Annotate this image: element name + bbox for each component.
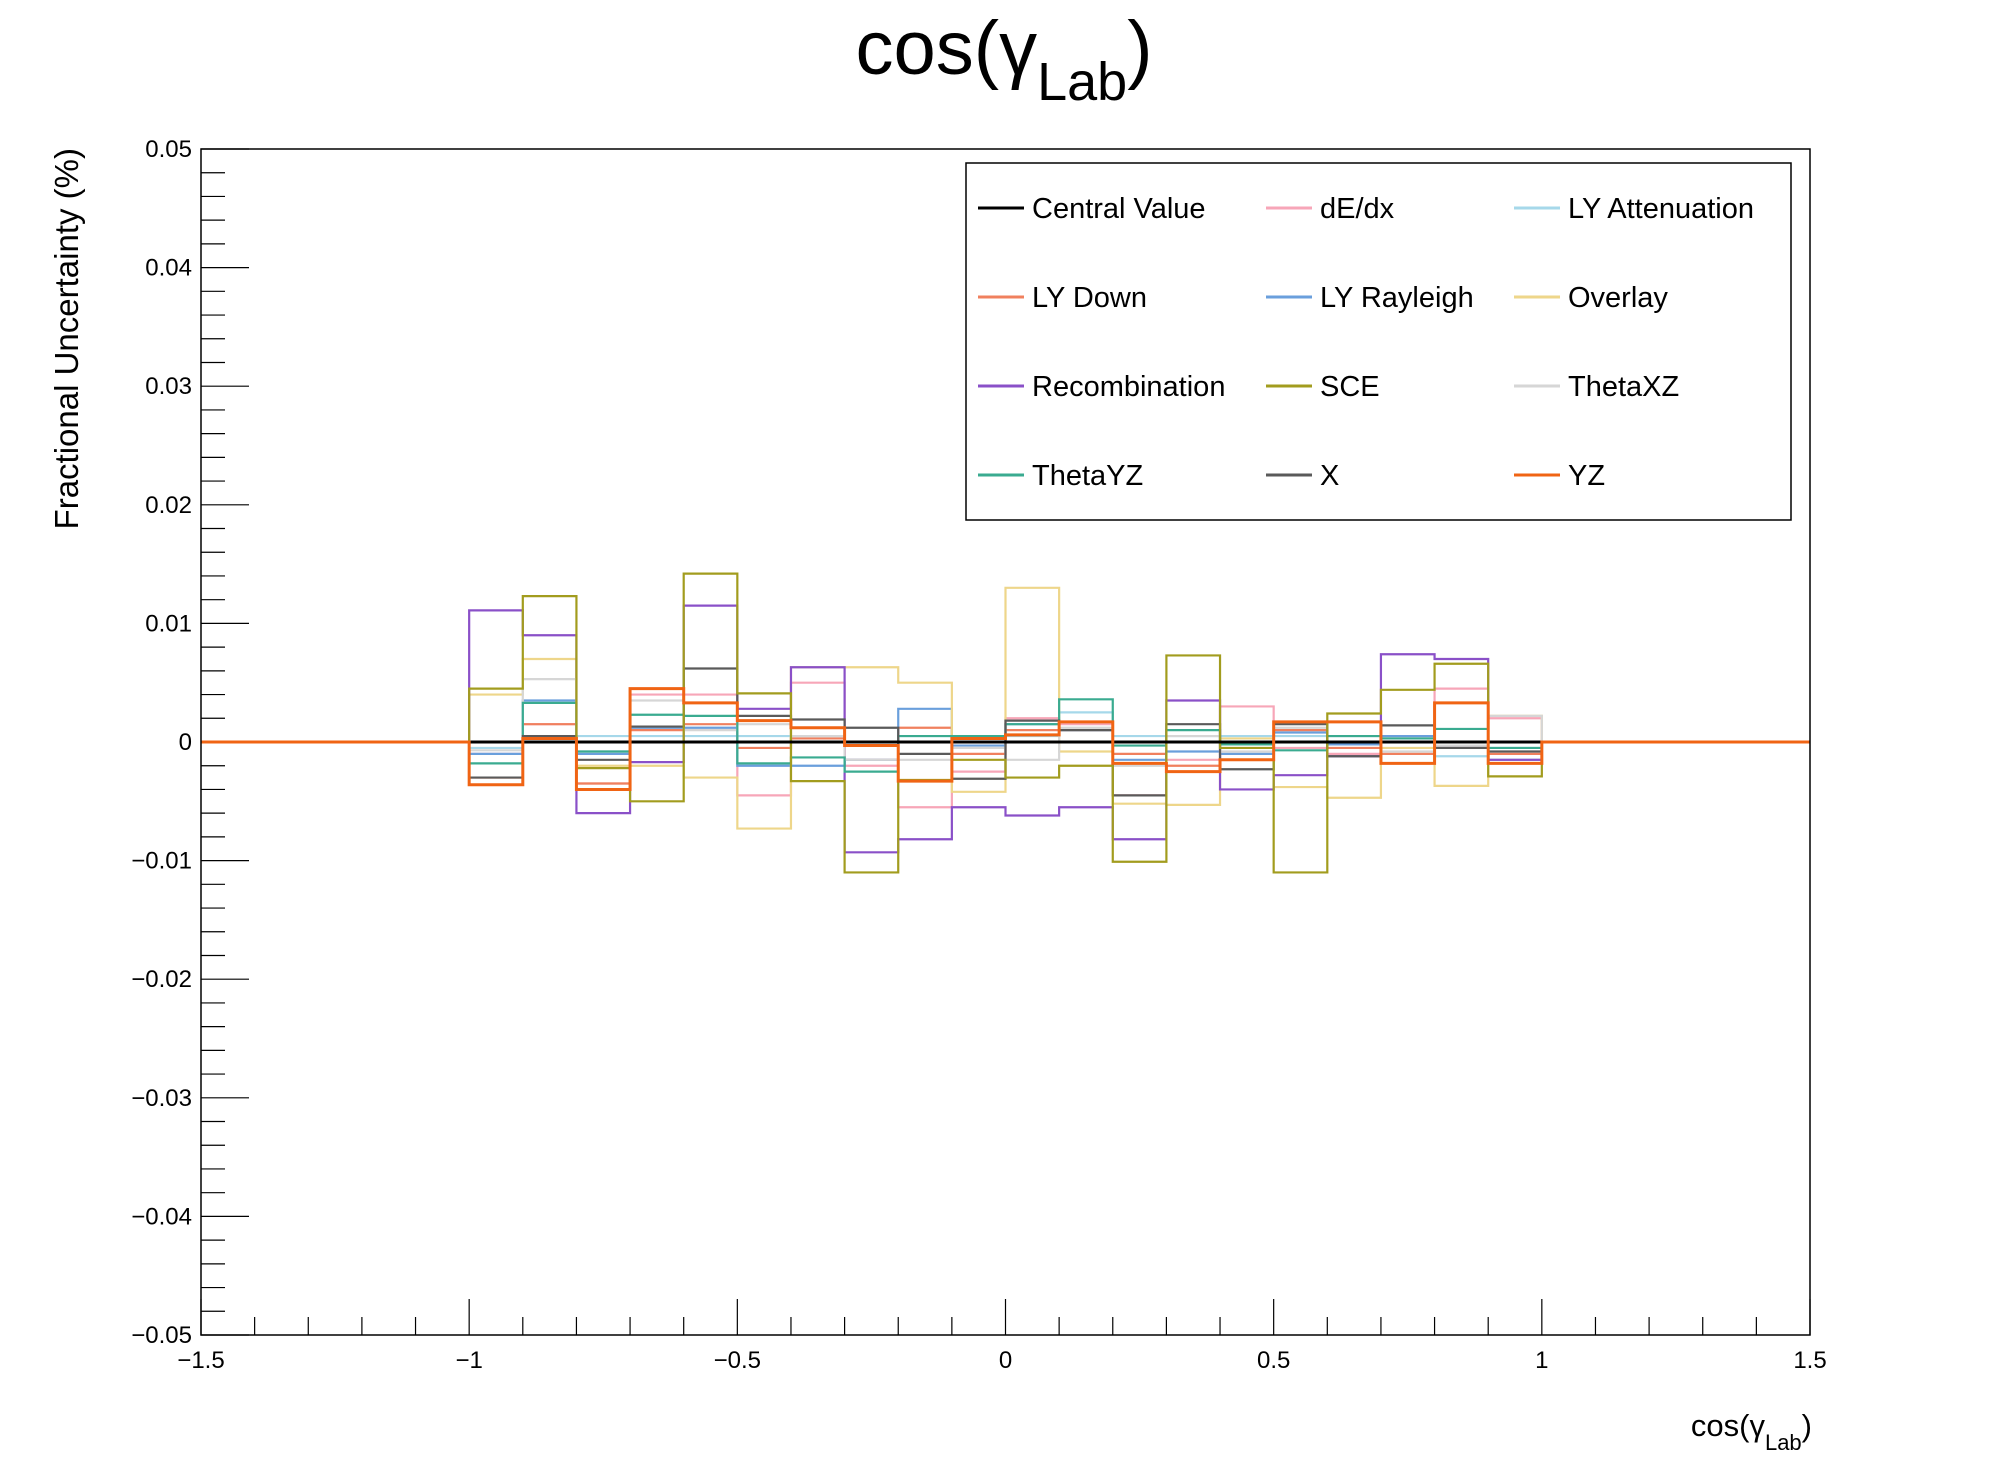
x-tick-label: −0.5 — [714, 1347, 761, 1374]
series-overlay — [201, 586, 1810, 830]
legend-label-ly-down: LY Down — [1032, 282, 1147, 314]
x-axis-label-subscript: Lab — [1765, 1430, 1802, 1455]
legend-label-overlay: Overlay — [1568, 282, 1668, 314]
legend-box — [965, 162, 1792, 521]
y-tick-label: 0.01 — [145, 610, 192, 637]
chart-title: cos(γLab) — [856, 6, 1153, 112]
legend: Central Value dE/dx LY Attenuation LY Down L… — [965, 162, 1792, 521]
plot-frame — [200, 148, 1811, 1336]
chart-title-subscript: Lab — [1037, 52, 1127, 112]
legend-label-thetayz: ThetaYZ — [1032, 460, 1143, 492]
x-axis-ticks: −1.5 −1 −0.5 0 0.5 1 1.5 — [177, 1299, 1827, 1374]
x-tick-label: −1.5 — [177, 1347, 224, 1374]
legend-label-thetaxz: ThetaXZ — [1568, 371, 1679, 403]
legend-label-central-value: Central Value — [1032, 193, 1206, 225]
y-tick-label: 0.04 — [145, 255, 192, 282]
x-axis-label: cos(γLab) — [1691, 1408, 1812, 1455]
legend-label-ly-rayleigh: LY Rayleigh — [1320, 282, 1474, 314]
legend-label-yz: YZ — [1568, 460, 1605, 492]
series-layer — [201, 572, 1810, 874]
y-axis-ticks: −0.05 −0.04 −0.03 −0.02 −0.01 0 0.01 0.02 0.03 0.… — [131, 136, 249, 1349]
y-tick-label: −0.02 — [131, 966, 192, 993]
y-tick-label: −0.04 — [131, 1203, 192, 1230]
series-recombination — [201, 604, 1810, 854]
x-tick-label: 0 — [999, 1347, 1012, 1374]
legend-label-sce: SCE — [1320, 371, 1380, 403]
y-tick-label: 0.03 — [145, 373, 192, 400]
y-tick-label: 0 — [179, 729, 192, 756]
y-tick-label: −0.05 — [131, 1322, 192, 1349]
x-tick-label: −1 — [455, 1347, 482, 1374]
x-tick-label: 0.5 — [1257, 1347, 1290, 1374]
chart-title-main: cos(γ — [856, 6, 1038, 91]
x-axis-label-close: ) — [1802, 1408, 1812, 1443]
y-tick-label: −0.03 — [131, 1085, 192, 1112]
legend-label-x: X — [1320, 460, 1339, 492]
y-tick-label: 0.05 — [145, 136, 192, 163]
chart-title-close: ) — [1127, 6, 1152, 91]
x-tick-label: 1.5 — [1793, 1347, 1826, 1374]
legend-label-ly-attenuation: LY Attenuation — [1568, 193, 1754, 225]
x-tick-label: 1 — [1535, 1347, 1548, 1374]
x-axis-label-main: cos(γ — [1691, 1408, 1766, 1443]
legend-label-recombination: Recombination — [1032, 371, 1225, 403]
series-yz — [201, 687, 1810, 791]
y-axis-label: Fractional Uncertainty (%) — [48, 148, 85, 529]
y-tick-label: 0.02 — [145, 492, 192, 519]
y-tick-label: −0.01 — [131, 848, 192, 875]
legend-label-de-dx: dE/dx — [1320, 193, 1395, 225]
